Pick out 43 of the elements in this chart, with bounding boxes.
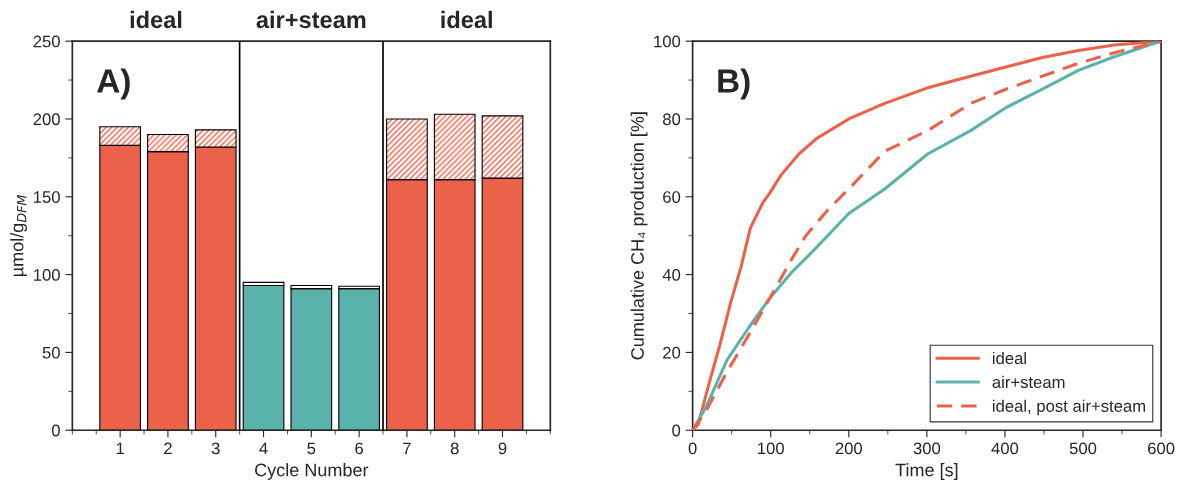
- y-tick-label: 80: [663, 113, 681, 126]
- y-tick-label: 150: [34, 191, 60, 203]
- text: ideal: [130, 10, 182, 29]
- legend-label: air+steam: [992, 375, 1065, 389]
- text: air+steam: [256, 10, 366, 29]
- x-tick-label: 200: [835, 442, 863, 455]
- x-tick-label: 0: [688, 442, 697, 455]
- bar: [242, 284, 285, 431]
- y-tick-label: 200: [33, 113, 60, 126]
- x-tick-label: 9: [498, 442, 507, 455]
- y-tick-label: 40: [662, 269, 681, 281]
- x-tick-label: 7: [403, 442, 411, 455]
- x-tick-label: 500: [1069, 442, 1097, 455]
- x-tick-label: 2: [164, 442, 172, 455]
- y-tick-label: 0: [672, 424, 681, 437]
- legend-label: ideal: [992, 351, 1026, 365]
- annotation: A): [97, 68, 130, 100]
- x-tick-label: 6: [355, 442, 364, 455]
- x-tick-label: 4: [259, 442, 268, 455]
- x-axis-title: Cycle Number: [255, 463, 369, 480]
- y-tick-label: 20: [663, 346, 681, 359]
- bar: [290, 288, 333, 431]
- y-tick-label: 60: [663, 191, 681, 203]
- x-tick-label: 5: [307, 442, 316, 455]
- y-tick-label: 100: [34, 269, 60, 281]
- y-axis-title: µmol/g$_{DFM}$: [10, 195, 28, 277]
- y-tick-label: 50: [42, 346, 60, 359]
- x-tick-label: 300: [913, 442, 941, 455]
- y-tick-label: 250: [33, 35, 60, 48]
- x-tick-label: 1: [116, 442, 124, 455]
- bar: [338, 288, 380, 431]
- x-tick-label: 8: [450, 442, 459, 455]
- x-tick-label: 100: [758, 442, 784, 455]
- x-tick-label: 400: [991, 442, 1019, 455]
- x-tick-label: 600: [1148, 442, 1175, 455]
- text: ideal: [441, 10, 492, 29]
- legend-label: ideal, post air+steam: [992, 399, 1145, 416]
- y-tick-label: 0: [51, 424, 60, 437]
- x-tick-label: 3: [211, 442, 220, 455]
- annotation: B): [718, 68, 750, 100]
- y-axis-title: Cumulative CH₄ production [%]: [630, 112, 648, 360]
- y-tick-label: 100: [654, 35, 681, 48]
- x-axis-title: Time [s]: [895, 463, 958, 480]
